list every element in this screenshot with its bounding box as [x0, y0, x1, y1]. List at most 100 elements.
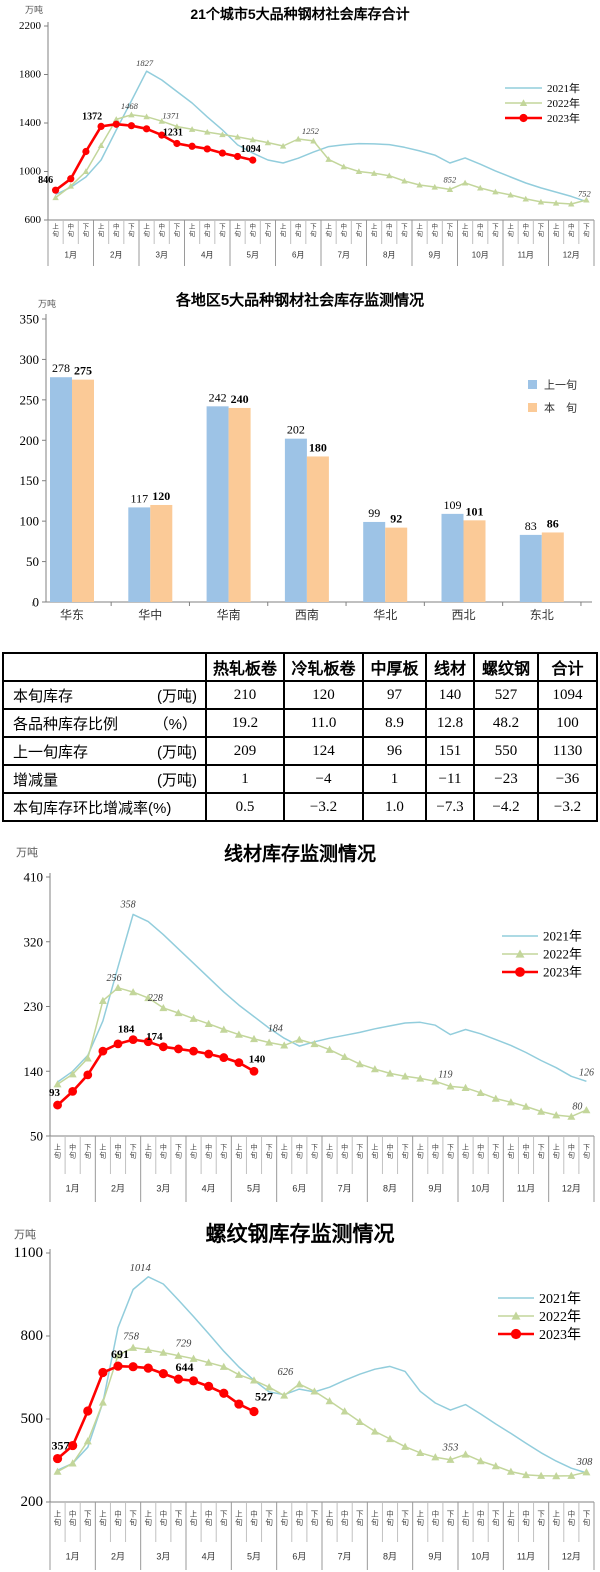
period-tick-label: 上旬 — [553, 1143, 560, 1160]
table-cell: 96 — [362, 736, 427, 766]
month-tick-label: 9月 — [428, 1551, 442, 1561]
triangle-marker — [265, 1383, 274, 1391]
month-tick-label: 7月 — [338, 1551, 352, 1561]
bar-value-label: 242 — [209, 390, 227, 404]
bar-current-西南 — [306, 456, 329, 602]
period-tick-label: 上旬 — [326, 1509, 334, 1527]
table-cell: 0.5 — [205, 792, 285, 822]
triangle-marker — [567, 1471, 576, 1479]
triangle-marker — [401, 1442, 410, 1450]
triangle-marker — [522, 1102, 530, 1110]
category-label: 华东 — [60, 608, 84, 622]
period-tick-label: 中旬 — [568, 1143, 575, 1160]
circle-marker — [128, 1035, 138, 1044]
period-tick-label: 中旬 — [68, 222, 75, 239]
legend-label: 2021年 — [547, 81, 580, 95]
month-tick-label: 10月 — [471, 1183, 490, 1193]
data-label: 1252 — [302, 126, 320, 136]
period-tick-label: 下旬 — [83, 223, 90, 239]
legend: 2021年 2022年 2023年 — [498, 1291, 581, 1343]
triangle-marker — [355, 168, 363, 175]
triangle-marker — [310, 1039, 319, 1048]
month-tick-label: 8月 — [383, 251, 395, 260]
period-tick-label: 上旬 — [417, 1143, 424, 1160]
data-label: 1231 — [163, 127, 183, 138]
period-tick-label: 中旬 — [568, 1508, 576, 1527]
circle-marker — [234, 1058, 244, 1068]
triangle-marker — [204, 128, 211, 135]
circle-marker — [519, 113, 528, 123]
triangle-marker — [97, 142, 105, 148]
table-row: 增减量 (万吨) 1 −4 1 −11 −23 −36 — [2, 764, 598, 794]
period-tick-label: 中旬 — [341, 1143, 348, 1160]
data-label: 1827 — [136, 58, 154, 68]
triangle-marker — [158, 117, 165, 124]
data-label: 119 — [438, 1069, 452, 1080]
period-tick-label: 下旬 — [356, 223, 363, 239]
circle-marker — [113, 1361, 123, 1371]
table-cell: 1094 — [537, 680, 598, 710]
period-tick-label: 中旬 — [568, 222, 575, 239]
triangle-marker — [461, 1450, 470, 1458]
circle-marker — [52, 1453, 63, 1464]
triangle-marker — [249, 136, 256, 143]
table-cell: 550 — [473, 736, 539, 766]
legend: 2021年 2022年 2023年 — [502, 929, 582, 980]
period-tick-label: 下旬 — [265, 1509, 273, 1527]
x-axis-strip: 上旬中旬下旬上旬中旬下旬上旬中旬下旬上旬中旬下旬上旬中旬下旬上旬中旬下旬上旬中旬… — [47, 219, 595, 266]
triangle-marker — [340, 1052, 349, 1061]
period-tick-label: 下旬 — [538, 1144, 545, 1160]
month-tick-label: 4月 — [201, 251, 213, 260]
bar-current-华中 — [150, 504, 173, 602]
legend-label: 2022年 — [547, 96, 580, 110]
month-tick-label: 4月 — [202, 1183, 216, 1193]
data-label: 184 — [118, 1024, 135, 1036]
bar-current-华北 — [385, 527, 408, 602]
circle-marker — [67, 175, 75, 183]
bar-prev-西北 — [441, 513, 464, 602]
period-tick-label: 上旬 — [371, 1509, 379, 1527]
period-tick-label: 中旬 — [296, 1143, 303, 1160]
y-tick-label: 50 — [30, 1129, 43, 1144]
data-label: 1094 — [241, 144, 261, 155]
triangle-marker — [370, 170, 378, 176]
triangle-marker — [83, 1054, 92, 1062]
data-label: 1014 — [130, 1263, 152, 1274]
category-label: 华中 — [138, 607, 162, 622]
series-2021年 — [55, 70, 587, 203]
table-cell: 97 — [362, 680, 427, 710]
data-label: 1371 — [162, 111, 179, 121]
table-row: 各品种库存比例 （%） 19.2 11.0 8.9 12.8 48.2 100 — [2, 708, 598, 738]
bar-current-西北 — [463, 520, 486, 602]
table-cell: 527 — [473, 680, 539, 710]
circle-marker — [51, 186, 60, 194]
bar-value-label: 202 — [287, 423, 305, 437]
period-tick-label: 上旬 — [54, 1509, 62, 1527]
table-cell: 12.8 — [425, 708, 475, 738]
circle-marker — [204, 1381, 214, 1391]
row-label: 本旬库存环比增减率(%) — [2, 792, 207, 822]
series-2023年 — [51, 120, 257, 194]
bar-value-label: 83 — [525, 519, 537, 533]
data-label: 527 — [255, 1390, 273, 1404]
period-tick-label: 中旬 — [341, 222, 348, 239]
column-header: 合计 — [537, 652, 598, 682]
table-cell: 1130 — [537, 736, 598, 766]
period-tick-label: 上旬 — [234, 222, 241, 239]
month-tick-label: 3月 — [156, 1551, 170, 1561]
triangle-marker — [476, 1457, 485, 1465]
period-tick-label: 下旬 — [219, 223, 226, 239]
period-tick-label: 中旬 — [477, 1508, 485, 1527]
triangle-marker — [386, 1434, 394, 1443]
period-tick-label: 下旬 — [220, 1509, 228, 1527]
circle-marker — [83, 1406, 93, 1416]
period-tick-label: 中旬 — [386, 1508, 394, 1527]
period-tick-label: 上旬 — [189, 222, 196, 239]
triangle-marker — [492, 188, 499, 195]
circle-marker — [143, 1363, 153, 1373]
month-tick-label: 10月 — [472, 251, 489, 260]
column-header: 线材 — [425, 652, 475, 682]
circle-marker — [203, 145, 211, 153]
legend-swatch — [528, 380, 537, 389]
period-tick-label: 下旬 — [538, 223, 545, 239]
